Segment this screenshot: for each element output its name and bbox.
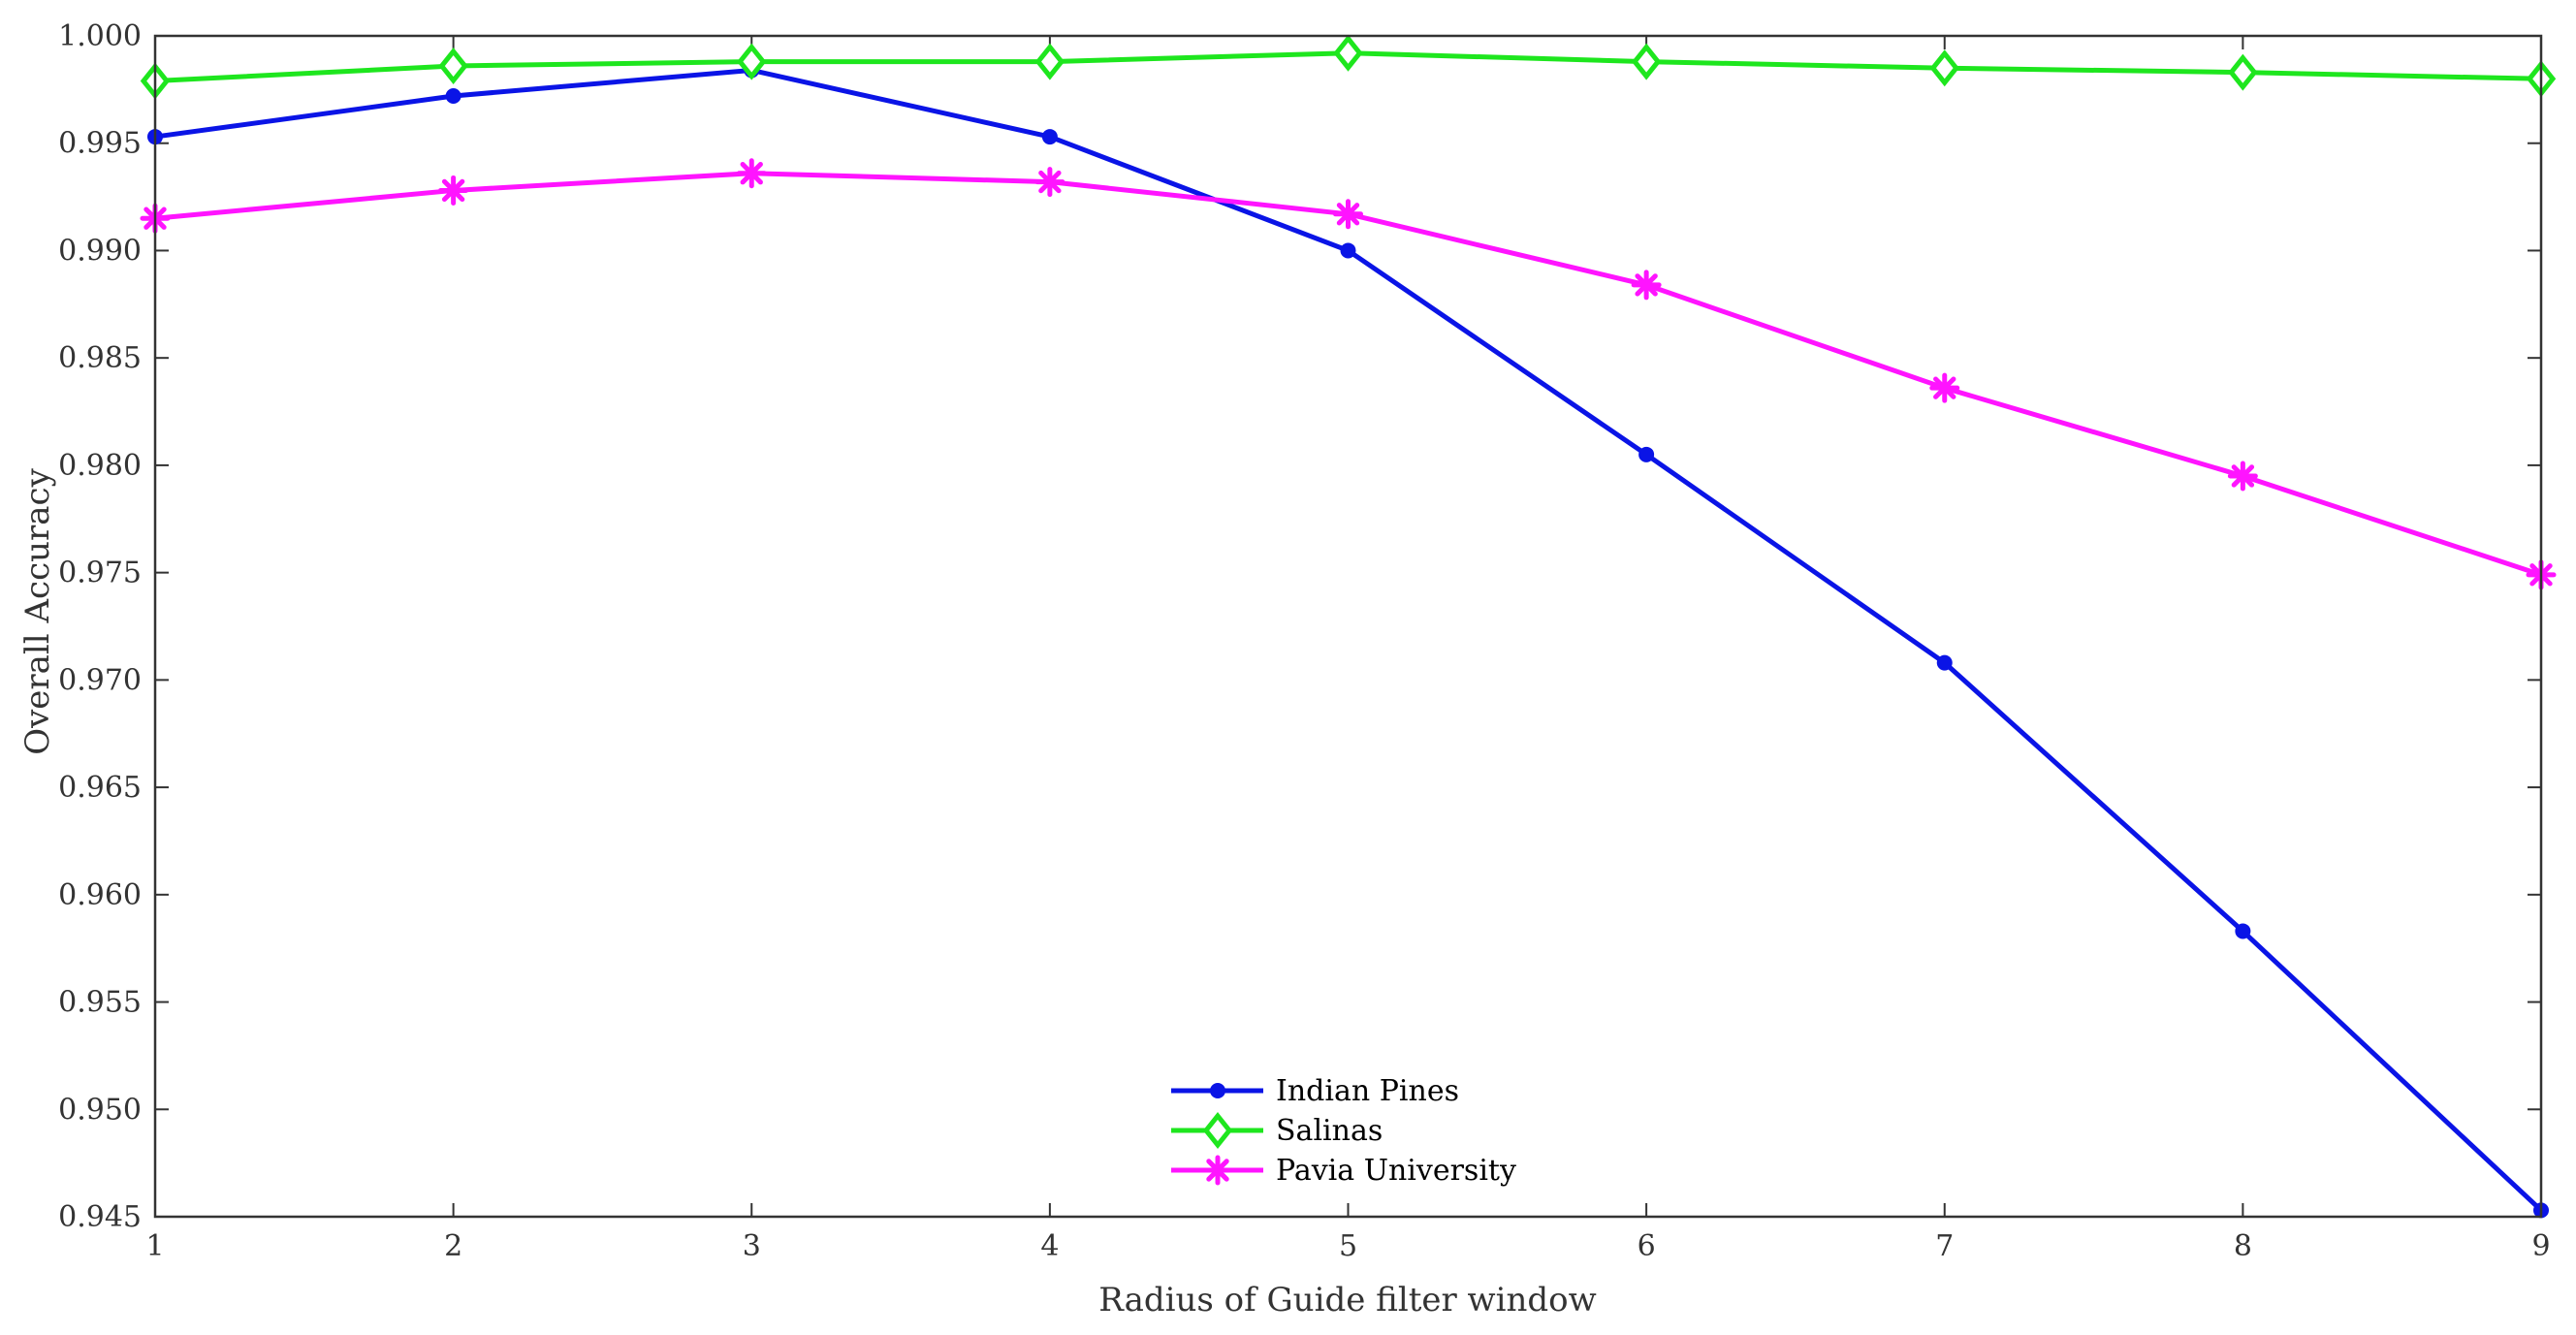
- y-tick-label: 0.980: [58, 449, 142, 483]
- legend-entry-1: Salinas: [1171, 1111, 1383, 1150]
- data-point-1-6: [1929, 49, 1959, 87]
- data-point-2-2: [736, 158, 767, 189]
- x-tick-label: 5: [1339, 1229, 1357, 1263]
- legend-label-0: Indian Pines: [1276, 1074, 1459, 1108]
- x-axis: 1 2 3 4 5 6 7 8 9: [145, 36, 2551, 1263]
- data-point-1-7: [2228, 53, 2258, 91]
- legend-entry-2: Pavia University: [1171, 1154, 1516, 1188]
- data-point-0-7: [2235, 923, 2251, 939]
- legend-marker-2: [1202, 1155, 1233, 1186]
- data-point-0-1: [445, 88, 461, 105]
- plot-background: [155, 36, 2541, 1217]
- x-tick-label: 6: [1638, 1229, 1656, 1263]
- plot-area: [155, 36, 2541, 1217]
- y-tick-label: 0.965: [58, 771, 142, 805]
- data-point-1-4: [1333, 34, 1363, 72]
- y-tick-label: 0.985: [58, 341, 142, 375]
- data-point-1-3: [1034, 43, 1065, 80]
- y-tick-label: 0.960: [58, 878, 142, 912]
- y-tick-label: 0.975: [58, 556, 142, 590]
- plot-frame: [153, 34, 2543, 1219]
- data-point-2-1: [438, 175, 469, 206]
- legend-marker-0: [1210, 1083, 1225, 1098]
- y-tick-label: 0.995: [58, 127, 142, 161]
- data-point-1-1: [438, 48, 468, 85]
- x-tick-label: 1: [145, 1229, 164, 1263]
- legend-label-2: Pavia University: [1276, 1154, 1516, 1188]
- x-tick-label: 4: [1040, 1229, 1059, 1263]
- y-axis: 0.945 0.950 0.955 0.960 0.965 0.970 0.975 0.980…: [58, 19, 2541, 1234]
- series-1: [140, 34, 2557, 100]
- data-point-2-3: [1034, 167, 1065, 198]
- x-tick-label: 8: [2234, 1229, 2252, 1263]
- y-tick-label: 0.950: [58, 1093, 142, 1127]
- data-point-0-6: [1936, 654, 1953, 671]
- y-axis-title: Overall Accuracy: [18, 467, 57, 754]
- y-tick-label: 0.970: [58, 663, 142, 697]
- data-point-2-7: [2227, 461, 2258, 492]
- y-tick-label: 0.990: [58, 234, 142, 268]
- y-tick-label: 0.945: [58, 1200, 142, 1234]
- data-point-0-5: [1638, 446, 1655, 462]
- legend: Indian Pines Salinas Pavia University: [1171, 1074, 1516, 1188]
- data-point-2-6: [1929, 372, 1960, 403]
- data-point-0-3: [1041, 129, 1058, 145]
- x-tick-label: 7: [1935, 1229, 1954, 1263]
- legend-label-1: Salinas: [1276, 1114, 1383, 1148]
- x-tick-label: 9: [2531, 1229, 2550, 1263]
- y-tick-label: 1.000: [58, 19, 142, 53]
- x-axis-title: Radius of Guide filter window: [1098, 1281, 1597, 1319]
- legend-entry-0: Indian Pines: [1171, 1074, 1459, 1108]
- data-point-1-2: [737, 43, 767, 80]
- data-point-2-4: [1333, 199, 1363, 230]
- y-tick-label: 0.955: [58, 986, 142, 1020]
- legend-marker-1: [1202, 1111, 1233, 1150]
- x-tick-label: 3: [743, 1229, 761, 1263]
- plot-border: [153, 34, 2543, 1219]
- data-point-1-5: [1631, 43, 1662, 80]
- x-tick-label: 2: [444, 1229, 462, 1263]
- data-point-2-5: [1631, 270, 1662, 301]
- data-point-0-4: [1340, 242, 1356, 259]
